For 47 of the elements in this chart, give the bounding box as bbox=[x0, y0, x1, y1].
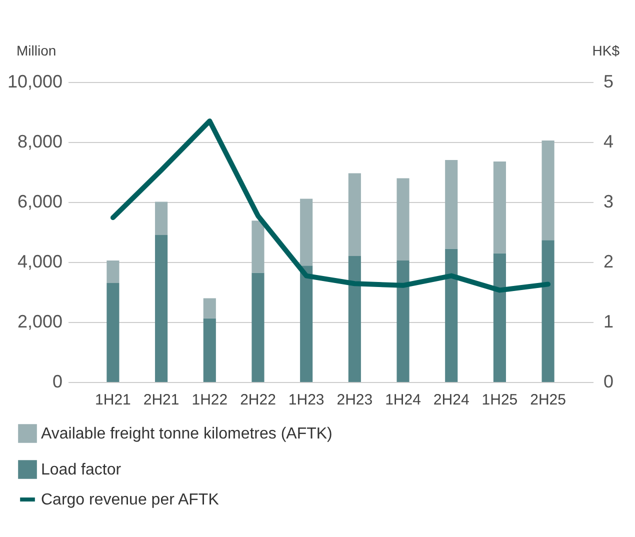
y-tick-label: 4,000 bbox=[17, 252, 62, 272]
bar bbox=[252, 272, 264, 382]
y2-tick-label: 2 bbox=[604, 252, 614, 272]
x-tick-label: 2H24 bbox=[433, 392, 470, 408]
x-tick-label: 2H21 bbox=[143, 392, 180, 408]
x-tick-label: 1H21 bbox=[95, 392, 131, 408]
bar bbox=[203, 318, 216, 382]
y-tick-label: 0 bbox=[52, 372, 62, 392]
bar bbox=[493, 253, 506, 382]
y2-tick-label: 1 bbox=[604, 312, 614, 332]
x-tick-label: 1H22 bbox=[192, 392, 228, 408]
y2-tick-label: 5 bbox=[604, 72, 614, 92]
bar bbox=[348, 256, 361, 382]
x-tick-label: 2H22 bbox=[240, 392, 276, 408]
bar bbox=[252, 220, 264, 273]
bar bbox=[348, 173, 361, 256]
bar bbox=[493, 162, 506, 254]
legend-label: Load factor bbox=[41, 462, 122, 478]
y-tick-label: 8,000 bbox=[17, 132, 62, 152]
bar bbox=[445, 248, 458, 382]
bar bbox=[396, 260, 410, 382]
y2-axis-title: HK$ bbox=[592, 42, 620, 58]
legend-label: Cargo revenue per AFTK bbox=[41, 492, 220, 508]
bar bbox=[155, 235, 168, 382]
y-tick-label: 10,000 bbox=[7, 72, 62, 92]
bar bbox=[106, 283, 120, 382]
bar bbox=[542, 140, 554, 240]
bar bbox=[155, 202, 168, 235]
legend-label: Available freight tonne kilometres (AFTK) bbox=[41, 426, 332, 442]
y-axis-title: Million bbox=[16, 42, 56, 58]
bar bbox=[542, 240, 554, 382]
x-tick-label: 1H25 bbox=[482, 392, 518, 408]
x-tick-label: 2H25 bbox=[530, 392, 566, 408]
y-tick-label: 2,000 bbox=[17, 312, 62, 332]
y2-tick-label: 3 bbox=[604, 192, 614, 212]
bar bbox=[445, 160, 458, 249]
y-tick-label: 6,000 bbox=[17, 192, 62, 212]
y2-tick-label: 0 bbox=[604, 372, 614, 392]
x-tick-label: 1H24 bbox=[385, 392, 421, 408]
y2-tick-label: 4 bbox=[604, 132, 614, 152]
bar bbox=[106, 260, 120, 283]
bar bbox=[300, 266, 313, 382]
bar bbox=[396, 178, 410, 260]
bar bbox=[300, 198, 313, 266]
x-tick-label: 1H23 bbox=[288, 392, 324, 408]
bar bbox=[203, 298, 216, 318]
x-tick-label: 2H23 bbox=[336, 392, 373, 408]
